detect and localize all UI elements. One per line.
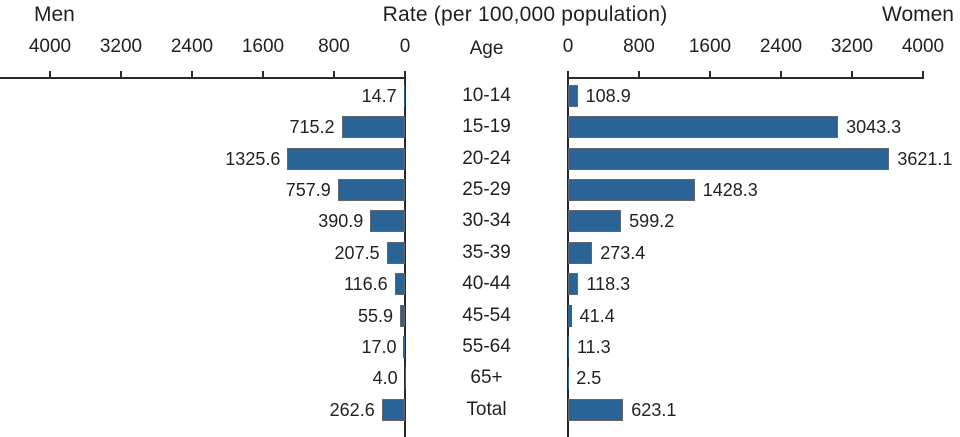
age-label: Total	[466, 398, 507, 420]
women-value-label: 599.2	[629, 211, 675, 232]
women-bar	[568, 398, 624, 421]
men-value-label: 715.2	[289, 117, 335, 138]
women-value-label: 118.3	[586, 274, 631, 295]
age-label: 55-64	[462, 335, 511, 357]
women-axis-tick-label: 3200	[830, 36, 874, 57]
men-bar	[394, 273, 405, 296]
women-bar	[568, 335, 569, 358]
women-axis-tick	[567, 71, 569, 77]
age-label: 45-54	[462, 304, 511, 326]
women-axis-tick-label: 800	[623, 36, 655, 57]
men-axis-tick-label: 3200	[99, 36, 143, 57]
men-value-label: 17.0	[361, 336, 397, 357]
age-label: 10-14	[462, 84, 511, 106]
women-x-axis-line	[567, 77, 924, 79]
men-value-label: 757.9	[285, 179, 331, 200]
women-bar	[568, 147, 890, 170]
age-label: 35-39	[462, 241, 511, 263]
women-bar	[568, 84, 578, 107]
men-axis-tick-label: 2400	[170, 36, 214, 57]
women-bar	[568, 304, 572, 327]
chart-title: Rate (per 100,000 population)	[382, 3, 668, 26]
women-axis-tick-label: 0	[562, 36, 574, 57]
women-bar	[568, 116, 839, 139]
men-axis-tick-label: 800	[318, 36, 350, 57]
men-bar	[386, 241, 405, 264]
women-axis-tick-label: 1600	[688, 36, 732, 57]
women-value-label: 3043.3	[846, 117, 902, 138]
men-axis-tick-label: 1600	[241, 36, 285, 57]
age-label: 20-24	[462, 147, 511, 169]
men-axis-tick	[49, 71, 51, 77]
women-value-label: 623.1	[631, 399, 677, 420]
men-bar	[404, 367, 406, 390]
women-value-label: 1428.3	[702, 179, 758, 200]
men-bar	[403, 84, 405, 107]
men-axis-tick	[262, 71, 264, 77]
age-label: 65+	[470, 367, 503, 389]
men-bar	[287, 147, 405, 170]
age-label: 15-19	[462, 116, 511, 138]
men-bar	[400, 304, 405, 327]
men-axis-title: Men	[34, 3, 75, 26]
women-axis-tick	[638, 71, 640, 77]
men-value-label: 116.6	[343, 274, 388, 295]
age-column-header: Age	[469, 38, 504, 59]
men-bar	[403, 335, 405, 358]
age-label: 25-29	[462, 178, 511, 200]
men-bar	[341, 116, 405, 139]
men-value-label: 262.6	[329, 399, 375, 420]
women-value-label: 273.4	[600, 242, 646, 263]
women-bar	[568, 210, 622, 233]
women-axis-tick-label: 4000	[901, 36, 945, 57]
women-bar	[568, 367, 569, 390]
men-bar	[337, 178, 405, 201]
men-axis-tick	[120, 71, 122, 77]
women-value-label: 41.4	[579, 305, 615, 326]
men-value-label: 207.5	[334, 242, 380, 263]
women-axis-tick	[922, 71, 924, 77]
women-axis-tick	[780, 71, 782, 77]
men-value-label: 14.7	[361, 85, 397, 106]
men-value-label: 1325.6	[225, 148, 281, 169]
women-axis-tick-label: 2400	[759, 36, 803, 57]
men-axis-tick	[404, 71, 406, 77]
women-axis-tick	[709, 71, 711, 77]
women-value-label: 2.5	[576, 368, 602, 389]
women-axis-title: Women	[882, 3, 954, 26]
age-label: 40-44	[462, 273, 511, 295]
men-axis-tick-label: 0	[399, 36, 411, 57]
women-bar	[568, 273, 579, 296]
men-axis-tick	[333, 71, 335, 77]
men-value-label: 55.9	[358, 305, 394, 326]
men-x-axis-line	[0, 77, 406, 79]
men-axis-tick	[191, 71, 193, 77]
women-value-label: 3621.1	[897, 148, 953, 169]
age-label: 30-34	[462, 210, 511, 232]
men-zero-baseline	[404, 77, 406, 437]
women-axis-tick	[851, 71, 853, 77]
women-value-label: 11.3	[577, 336, 611, 357]
women-bar	[568, 241, 593, 264]
men-value-label: 4.0	[372, 368, 398, 389]
women-bar	[568, 178, 695, 201]
men-bar	[381, 398, 405, 421]
women-value-label: 108.9	[585, 85, 631, 106]
men-bar	[370, 210, 405, 233]
men-value-label: 390.9	[318, 211, 364, 232]
men-axis-tick-label: 4000	[28, 36, 72, 57]
